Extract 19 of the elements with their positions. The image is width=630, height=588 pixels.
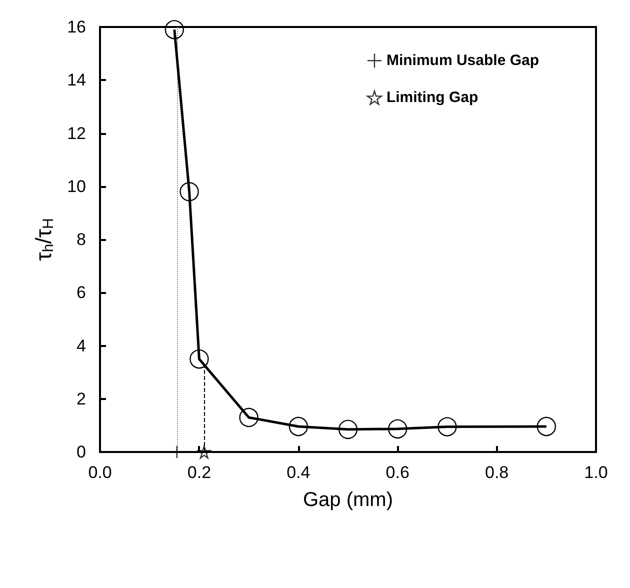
x-tick-label: 0.8 [484,463,509,482]
y-tick-label: 6 [76,283,86,302]
y-tick-label: 4 [76,336,86,356]
y-tick-label: 16 [67,18,86,36]
y-tick-label: 0 [76,442,86,462]
x-axis-title: Gap (mm) [303,489,393,511]
x-tick-label: 1.0 [584,463,608,482]
x-tick-label: 0.2 [187,463,212,482]
legend-label: Limiting Gap [386,89,478,106]
x-tick-label: 0.0 [88,463,112,482]
y-tick-label: 10 [67,176,86,196]
y-tick-label: 14 [67,70,86,90]
y-axis-title: τh/τH [31,218,57,261]
legend-label: Minimum Usable Gap [386,52,540,70]
y-tick-label: 12 [67,124,86,143]
y-tick-label: 8 [76,230,86,249]
x-tick-label: 0.6 [386,463,410,482]
x-tick-label: 0.4 [286,463,310,482]
y-tick-label: 2 [76,389,86,408]
